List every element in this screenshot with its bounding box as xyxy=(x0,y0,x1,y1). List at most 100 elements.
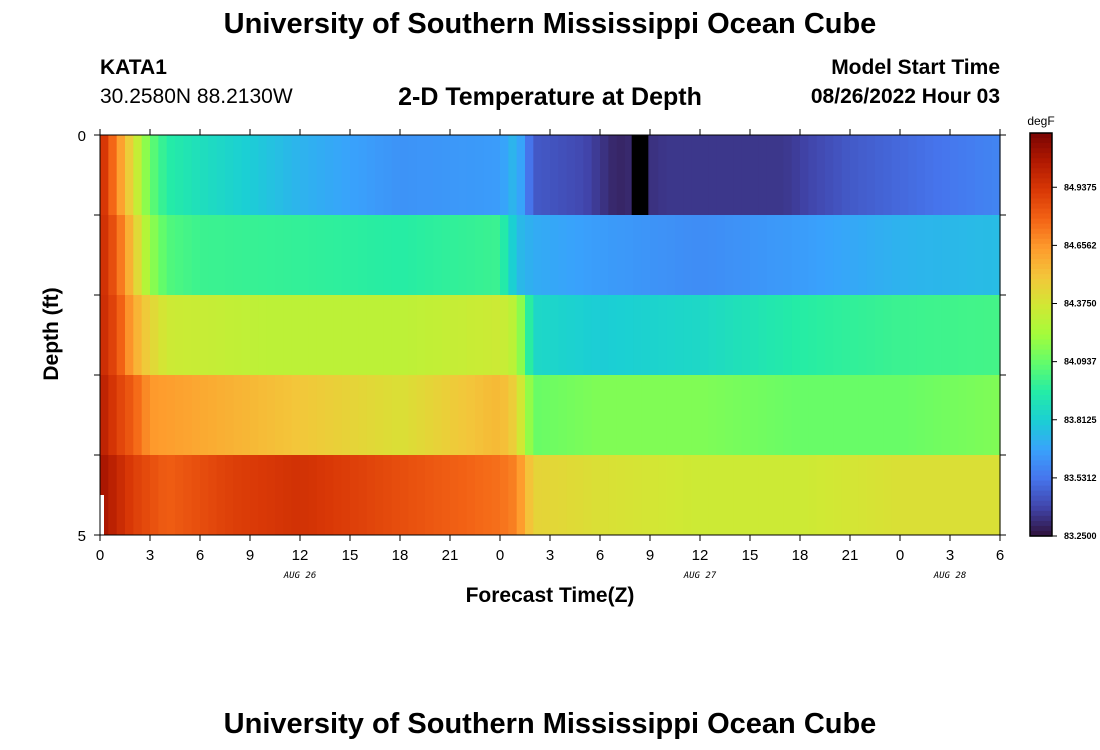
heatmap-cell xyxy=(541,215,551,295)
heatmap-cell xyxy=(616,135,626,215)
heatmap-cell xyxy=(408,295,418,375)
heatmap-cell xyxy=(783,455,793,535)
heatmap-cell xyxy=(275,135,284,215)
heatmap-cell xyxy=(241,455,251,535)
heatmap-cell xyxy=(933,375,943,455)
heatmap-cell xyxy=(133,295,143,375)
heatmap-cell xyxy=(966,375,976,455)
heatmap-cell xyxy=(650,375,659,455)
heatmap-cell xyxy=(691,295,701,375)
heatmap-cell xyxy=(491,375,501,455)
colorbar-segment xyxy=(1030,253,1052,260)
heatmap-cell xyxy=(808,215,818,295)
heatmap-cell xyxy=(575,135,584,215)
heatmap-cell xyxy=(641,455,651,535)
heatmap-cell xyxy=(891,135,901,215)
heatmap-cell xyxy=(475,135,484,215)
heatmap-cell xyxy=(116,295,126,375)
heatmap-cell xyxy=(533,135,543,215)
colorbar-segment xyxy=(1030,243,1052,250)
heatmap-cell xyxy=(833,375,843,455)
heatmap-cell xyxy=(766,455,776,535)
heatmap-cell xyxy=(925,375,934,455)
heatmap-cell xyxy=(266,455,276,535)
heatmap-cell xyxy=(425,135,434,215)
heatmap-cell xyxy=(758,295,768,375)
heatmap-cell xyxy=(425,375,434,455)
y-tick-label: 5 xyxy=(78,528,86,545)
heatmap-cell xyxy=(508,295,518,375)
colorbar-tick-label: 84.9375 xyxy=(1064,182,1097,192)
colorbar-tick-label: 83.8125 xyxy=(1064,415,1097,425)
heatmap-cell xyxy=(591,295,601,375)
heatmap-cell xyxy=(600,375,609,455)
heatmap-cell xyxy=(633,375,643,455)
heatmap-cell xyxy=(991,135,1001,215)
heatmap-cell xyxy=(283,375,293,455)
heatmap-cell xyxy=(666,455,676,535)
heatmap-cell xyxy=(900,215,909,295)
heatmap-cell xyxy=(183,455,193,535)
heatmap-cell xyxy=(608,455,618,535)
heatmap-cell xyxy=(950,455,959,535)
heatmap-cell xyxy=(983,375,993,455)
heatmap-cell xyxy=(766,375,776,455)
colorbar-segment xyxy=(1030,299,1052,305)
heatmap-cell xyxy=(125,455,134,535)
heatmap-cell xyxy=(250,215,259,295)
heatmap-cell xyxy=(225,135,234,215)
colorbar-segment xyxy=(1030,193,1052,200)
heatmap-cell xyxy=(358,295,368,375)
colorbar-segment xyxy=(1030,329,1052,336)
heatmap-cell xyxy=(975,215,984,295)
heatmap-cell xyxy=(233,375,243,455)
heatmap-cell xyxy=(916,295,926,375)
heatmap-cell xyxy=(200,455,209,535)
heatmap-cell xyxy=(833,215,843,295)
colorbar-segment xyxy=(1030,460,1052,467)
heatmap-cell xyxy=(125,215,134,295)
heatmap-cell xyxy=(333,375,343,455)
heatmap-cell xyxy=(783,375,793,455)
heatmap-cell xyxy=(383,375,393,455)
heatmap-cell xyxy=(591,375,601,455)
heatmap-cell xyxy=(250,455,259,535)
heatmap-cell xyxy=(433,295,443,375)
heatmap-cell xyxy=(850,215,859,295)
heatmap-cell xyxy=(658,135,668,215)
heatmap-cell xyxy=(641,215,651,295)
heatmap-cell xyxy=(933,295,943,375)
heatmap-cell xyxy=(475,375,484,455)
heatmap-cell xyxy=(400,135,409,215)
heatmap-cell xyxy=(816,135,826,215)
heatmap-cell xyxy=(583,295,593,375)
heatmap-cell xyxy=(983,295,993,375)
heatmap-cell xyxy=(983,455,993,535)
colorbar-segment xyxy=(1030,405,1052,411)
colorbar-segment xyxy=(1030,238,1052,245)
heatmap-cell xyxy=(658,375,668,455)
colorbar-segment xyxy=(1030,525,1052,532)
heatmap-cell xyxy=(408,215,418,295)
model-start-label: Model Start Time xyxy=(831,56,1000,79)
heatmap-cell xyxy=(608,215,618,295)
heatmap-cell xyxy=(350,295,359,375)
heatmap-cell xyxy=(125,375,134,455)
heatmap-cell xyxy=(450,215,459,295)
heatmap-cell xyxy=(858,375,868,455)
heatmap-cell xyxy=(841,215,851,295)
heatmap-cell xyxy=(908,295,918,375)
heatmap-cell xyxy=(925,215,934,295)
heatmap-cell xyxy=(275,455,284,535)
heatmap-cell xyxy=(858,135,868,215)
heatmap-cell xyxy=(258,215,268,295)
heatmap-cell xyxy=(341,375,351,455)
heatmap-cell xyxy=(475,455,484,535)
heatmap-cell xyxy=(258,455,268,535)
colorbar-segment xyxy=(1030,138,1052,144)
heatmap-cell xyxy=(950,135,959,215)
heatmap-cell xyxy=(533,375,543,455)
colorbar-segment xyxy=(1030,289,1052,295)
heatmap-cell xyxy=(491,295,501,375)
